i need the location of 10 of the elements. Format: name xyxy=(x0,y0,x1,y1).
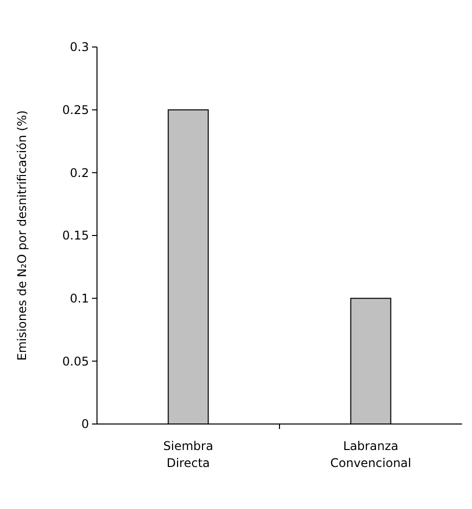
y-tick-label: 0.1 xyxy=(70,292,89,306)
x-tick-label: Labranza Convencional xyxy=(330,439,412,470)
y-tick-label: 0.25 xyxy=(62,103,89,118)
y-tick-label: 0.2 xyxy=(70,166,89,180)
y-tick-label: 0 xyxy=(81,417,89,432)
x-tick-label: Siembra Directa xyxy=(163,439,214,470)
y-tick-label: 0.3 xyxy=(70,40,89,54)
y-tick-label: 0.15 xyxy=(62,228,89,243)
y-axis-title: Emisiones de N₂O por desnitrificación (%) xyxy=(15,110,29,361)
y-tick-label: 0.05 xyxy=(62,354,89,368)
